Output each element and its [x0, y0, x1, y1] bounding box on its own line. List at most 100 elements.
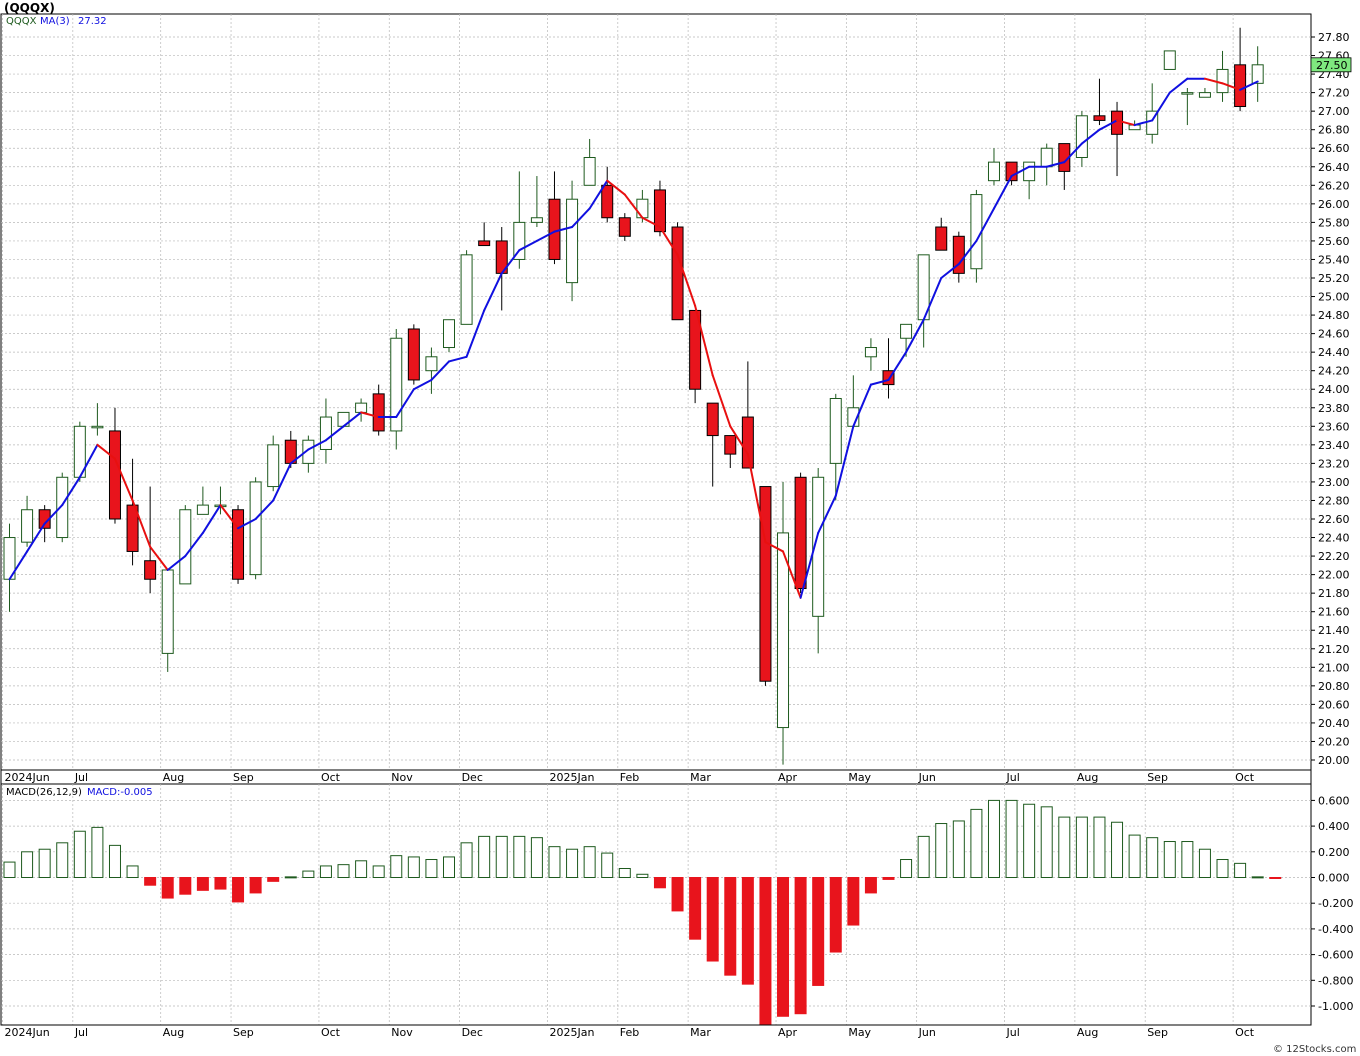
macd-y-tick-label: -1.000 — [1318, 1000, 1353, 1013]
candle-body — [232, 509, 245, 580]
ma3-segment — [571, 207, 591, 229]
ma3-segment — [43, 504, 64, 525]
ma3-segment — [500, 249, 521, 275]
price-y-tick-label: 23.60 — [1318, 420, 1350, 433]
price-x-tick-label: Dec — [462, 771, 483, 784]
price-y-tick-label: 26.40 — [1318, 161, 1350, 174]
macd-bar — [1163, 841, 1176, 879]
ma3-segment — [957, 239, 978, 266]
candle-body — [987, 161, 1000, 182]
legend-symbol: QQQX — [6, 16, 37, 27]
ma3-segment — [412, 378, 433, 391]
price-x-tick-label: Sep — [1147, 771, 1168, 784]
price-legend: QQQX MA(3) 27.32 — [6, 16, 107, 27]
macd-bar — [1269, 877, 1282, 879]
price-y-tick-label: 21.80 — [1318, 587, 1350, 600]
macd-bar — [3, 861, 16, 879]
candle-body — [1075, 115, 1088, 158]
ma3-segment — [641, 216, 661, 229]
price-x-tick-label: 2024Jun — [5, 771, 50, 784]
legend-ma-value: 27.32 — [78, 16, 107, 27]
macd-bar — [987, 799, 1000, 879]
macd-bar — [495, 835, 508, 879]
ma3-segment — [1010, 165, 1031, 178]
macd-bar — [1234, 862, 1247, 878]
candle-body — [21, 509, 34, 543]
candle-body — [443, 319, 455, 349]
macd-bar — [21, 851, 34, 878]
macd-bar — [636, 873, 649, 878]
candle-body — [777, 532, 790, 729]
price-y-tick-label: 24.20 — [1318, 365, 1350, 378]
price-y-tick-label: 20.60 — [1318, 698, 1350, 711]
macd-y-tick-label: 0.400 — [1318, 820, 1350, 833]
macd-bar — [302, 870, 315, 879]
price-y-tick-label: 25.40 — [1318, 253, 1350, 266]
macd-bar — [38, 848, 51, 878]
price-x-tick-label: Oct — [1235, 771, 1255, 784]
macd-bar — [179, 877, 192, 895]
macd-bar — [829, 877, 842, 953]
ma3-segment — [149, 545, 169, 571]
candle-body — [689, 309, 702, 390]
macd-x-tick-label: Feb — [620, 1026, 639, 1039]
macd-bar — [653, 877, 666, 889]
price-x-tick-label: 2025Jan — [549, 771, 594, 784]
ma3-segment — [588, 179, 609, 210]
price-y-tick-label: 26.00 — [1318, 198, 1350, 211]
macd-bar — [1128, 834, 1141, 878]
macd-bar — [1023, 803, 1036, 879]
price-x-tick-label: Sep — [233, 771, 254, 784]
macd-bar — [478, 835, 491, 879]
ma3-segment — [694, 304, 714, 377]
last-price-tag: 27.50 — [1310, 57, 1352, 73]
ma3-segment — [96, 443, 116, 460]
ma3-segment — [307, 439, 327, 451]
macd-bar — [161, 877, 174, 899]
price-y-tick-label: 20.00 — [1318, 754, 1350, 767]
ma3-segment — [1116, 119, 1136, 127]
candle-body — [407, 328, 420, 381]
price-y-tick-label: 20.40 — [1318, 717, 1350, 730]
ma3-segment — [1098, 119, 1119, 131]
macd-bar — [1216, 859, 1229, 879]
macd-bar — [267, 877, 280, 882]
macd-x-tick-label: Jul — [74, 1026, 88, 1039]
price-y-tick-label: 27.00 — [1318, 105, 1350, 118]
ma3-segment — [483, 272, 503, 312]
ma3-segment — [992, 175, 1013, 210]
candle-body — [706, 402, 719, 437]
macd-x-tick-label: Dec — [462, 1026, 483, 1039]
macd-histogram — [3, 799, 1282, 1025]
ma3-segment — [1080, 128, 1101, 145]
ma3-segment — [254, 499, 275, 520]
macd-bar — [741, 877, 754, 985]
macd-x-tick-label: Oct — [1235, 1026, 1255, 1039]
macd-bar — [319, 865, 332, 878]
candle-body — [741, 416, 754, 469]
ma3-segment — [535, 230, 556, 242]
macd-y-tick-label: 0.600 — [1318, 794, 1350, 807]
price-y-tick-label: 27.80 — [1318, 31, 1350, 44]
macd-bar — [284, 876, 297, 879]
macd-x-tick-label: Mar — [690, 1026, 711, 1039]
candle-body — [653, 189, 666, 233]
price-y-tick-label: 20.80 — [1318, 680, 1350, 693]
ma3-segment — [465, 309, 486, 358]
macd-y-tick-label: 0.000 — [1318, 872, 1350, 885]
macd-bar — [1198, 848, 1211, 878]
price-y-tick-label: 21.00 — [1318, 661, 1350, 674]
ma3-segment — [834, 425, 855, 497]
price-y-tick-label: 25.20 — [1318, 272, 1350, 285]
macd-bar — [935, 823, 948, 879]
ma3-segment — [430, 360, 450, 381]
macd-legend-value: MACD:-0.005 — [87, 787, 153, 798]
price-y-tick-label: 26.80 — [1318, 124, 1350, 137]
candle-body — [759, 486, 772, 682]
macd-x-tick-label: Nov — [391, 1026, 413, 1039]
ma3-segment — [782, 550, 802, 599]
ma3-segment — [131, 499, 152, 548]
macd-y-tick-label: -0.600 — [1318, 949, 1353, 962]
macd-bar — [882, 877, 895, 880]
price-y-tick-label: 24.40 — [1318, 346, 1350, 359]
